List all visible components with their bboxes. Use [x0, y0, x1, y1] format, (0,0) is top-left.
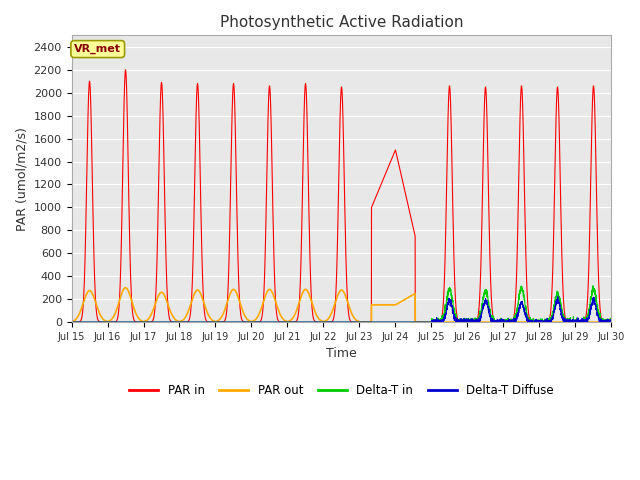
Delta-T in — [607, 319, 614, 325]
Line: PAR in: PAR in — [72, 70, 611, 322]
PAR out — [463, 319, 470, 325]
PAR out — [321, 318, 329, 324]
Line: Delta-T in: Delta-T in — [72, 286, 611, 322]
Delta-T in — [463, 319, 470, 325]
PAR out — [356, 319, 364, 325]
PAR out — [607, 319, 614, 325]
Line: Delta-T Diffuse: Delta-T Diffuse — [72, 297, 611, 322]
PAR out — [165, 304, 173, 310]
PAR in — [356, 319, 364, 325]
Text: VR_met: VR_met — [74, 44, 121, 54]
Delta-T in — [321, 319, 329, 325]
PAR out — [122, 285, 129, 290]
Delta-T Diffuse — [607, 317, 614, 323]
Delta-T in — [68, 319, 76, 325]
Delta-T in — [589, 283, 596, 288]
PAR out — [607, 319, 615, 325]
Delta-T Diffuse — [554, 294, 561, 300]
Line: PAR out: PAR out — [72, 288, 611, 322]
Legend: PAR in, PAR out, Delta-T in, Delta-T Diffuse: PAR in, PAR out, Delta-T in, Delta-T Dif… — [124, 380, 559, 402]
Delta-T Diffuse — [607, 318, 615, 324]
Title: Photosynthetic Active Radiation: Photosynthetic Active Radiation — [220, 15, 463, 30]
Delta-T Diffuse — [493, 319, 500, 325]
Delta-T Diffuse — [68, 319, 76, 325]
Delta-T Diffuse — [433, 319, 440, 325]
Delta-T Diffuse — [463, 316, 470, 322]
X-axis label: Time: Time — [326, 348, 357, 360]
PAR in — [68, 319, 76, 325]
PAR in — [165, 311, 173, 317]
PAR out — [433, 319, 440, 325]
PAR in — [607, 319, 615, 325]
Delta-T in — [607, 319, 615, 325]
PAR in — [493, 319, 501, 325]
PAR out — [493, 319, 501, 325]
PAR in — [607, 319, 614, 325]
Y-axis label: PAR (umol/m2/s): PAR (umol/m2/s) — [15, 127, 28, 231]
Delta-T in — [164, 319, 172, 325]
PAR in — [122, 67, 129, 72]
Delta-T Diffuse — [164, 319, 172, 325]
PAR in — [463, 319, 470, 325]
PAR in — [433, 319, 440, 325]
Delta-T in — [493, 319, 500, 325]
PAR out — [68, 319, 76, 324]
Delta-T Diffuse — [321, 319, 329, 325]
Delta-T in — [433, 317, 440, 323]
PAR in — [321, 319, 329, 325]
